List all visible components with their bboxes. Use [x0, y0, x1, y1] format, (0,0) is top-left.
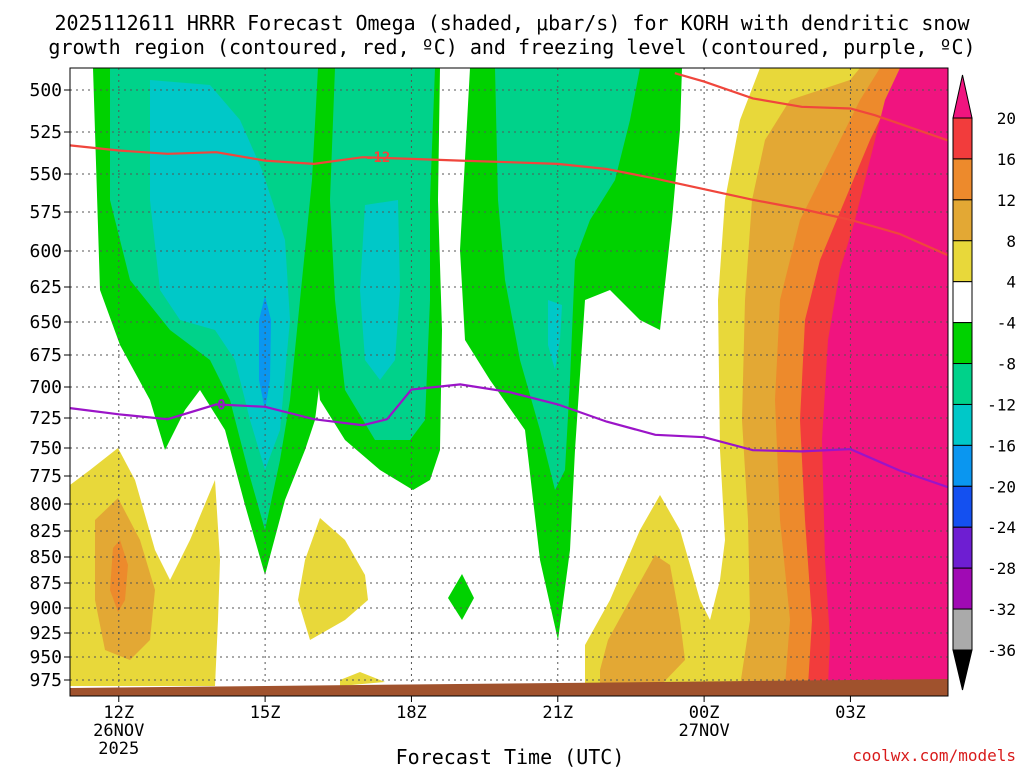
x-tick-year-label: 2025: [98, 739, 139, 759]
colorbar-top-arrow: [952, 74, 973, 119]
y-tick-label: 875: [29, 573, 62, 594]
y-tick-label: 500: [29, 80, 62, 101]
y-tick-label: 650: [29, 312, 62, 333]
colorbar-bin: [952, 444, 973, 487]
x-tick-label: 18Z: [396, 703, 427, 723]
colorbar-label: -32: [987, 600, 1016, 619]
colorbar-bin: [952, 608, 973, 651]
omega-yellow-mid: [298, 518, 368, 640]
colorbar-bin: [952, 158, 973, 201]
y-tick-label: 700: [29, 377, 62, 398]
colorbar-bin: [952, 322, 973, 365]
y-tick-label: 600: [29, 241, 62, 262]
colorbar: 20 16 12 8 4 -4 -8 -12 -16 -20 -24 -28 -32 -36: [952, 74, 1016, 691]
chart-title-line1: 2025112611 HRRR Forecast Omega (shaded, …: [54, 11, 970, 35]
colorbar-label: 8: [1006, 232, 1016, 251]
colorbar-label: 20: [997, 109, 1016, 128]
colorbar-bin: [952, 117, 973, 160]
colorbar-label: -20: [987, 477, 1016, 496]
y-tick-label: 900: [29, 598, 62, 619]
colorbar-bin: [952, 240, 973, 283]
temperature-contours: -12 0: [69, 72, 949, 489]
colorbar-label: -24: [987, 518, 1016, 537]
colorbar-label: 16: [997, 150, 1016, 169]
y-tick-label: 950: [29, 647, 62, 668]
colorbar-label: 4: [1006, 273, 1016, 292]
y-tick-label: 850: [29, 547, 62, 568]
colorbar-bin: [952, 281, 973, 324]
colorbar-label: -28: [987, 559, 1016, 578]
colorbar-bin: [952, 363, 973, 405]
x-tick-label: 12Z: [103, 703, 134, 723]
x-tick-date-label: 27NOV: [679, 721, 730, 741]
y-tick-label: 925: [29, 623, 62, 644]
x-tick-date-label: 26NOV: [93, 721, 144, 741]
y-tick-label: 800: [29, 494, 62, 515]
omega-gold-south: [600, 555, 685, 686]
colorbar-label: -16: [987, 436, 1016, 455]
chart-title-line2: growth region (contoured, red, ºC) and f…: [48, 35, 975, 59]
omega-blue-west: [259, 296, 271, 410]
colorbar-label: -12: [987, 395, 1016, 414]
y-tick-label: 550: [29, 164, 62, 185]
y-tick-label: 750: [29, 438, 62, 459]
y-tick-label: 775: [29, 466, 62, 487]
contour-line: [69, 144, 949, 257]
contour-line: [674, 72, 949, 142]
y-tick-label: 725: [29, 408, 62, 429]
credit-text: coolwx.com/models: [852, 746, 1016, 765]
y-tick-label: 825: [29, 521, 62, 542]
x-tick-label: 15Z: [250, 703, 281, 723]
x-tick-label: 03Z: [835, 703, 866, 723]
colorbar-label: 12: [997, 191, 1016, 210]
x-tick-label: 00Z: [689, 703, 720, 723]
contour-line: [69, 383, 949, 489]
grid-lines: [70, 68, 948, 696]
plot-area: -12 0: [69, 67, 949, 697]
colorbar-bin: [952, 526, 973, 569]
y-tick-label: 525: [29, 122, 62, 143]
contour-label: -12: [365, 150, 390, 166]
omega-cyan-central: [360, 200, 400, 380]
omega-yellow-small: [340, 672, 385, 686]
omega-cyan-east: [548, 300, 562, 370]
y-tick-label: 975: [29, 670, 62, 691]
colorbar-label: -36: [987, 641, 1016, 660]
colorbar-bin: [952, 567, 973, 610]
ground-terrain: [70, 679, 948, 696]
y-tick-label: 675: [29, 345, 62, 366]
omega-orange-west: [110, 540, 128, 612]
colorbar-bin: [952, 485, 973, 528]
y-tick-label: 575: [29, 202, 62, 223]
contour-label: 0: [217, 397, 225, 413]
colorbar-bin: [952, 199, 973, 242]
x-tick-label: 21Z: [542, 703, 573, 723]
x-axis-label: Forecast Time (UTC): [396, 745, 625, 768]
omega-teal-east: [495, 68, 640, 490]
colorbar-bin: [952, 403, 973, 446]
y-tick-label: 625: [29, 277, 62, 298]
colorbar-label: -8: [997, 355, 1016, 374]
colorbar-label: -4: [997, 314, 1016, 333]
colorbar-bottom-arrow: [952, 649, 973, 691]
y-axis: 500 525 550 575 600 625 650 675 700 725 750 775 800 8…: [29, 80, 70, 691]
plot-border: [69, 67, 949, 697]
omega-cyan-west: [150, 80, 290, 470]
